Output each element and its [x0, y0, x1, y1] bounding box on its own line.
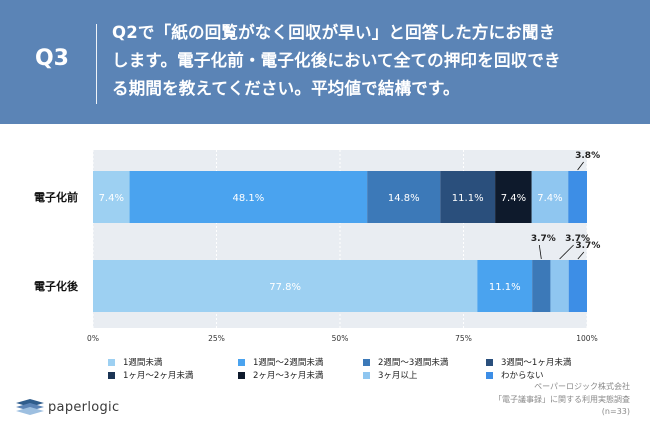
data-label: 48.1%	[232, 193, 264, 204]
legend-item: 3ヶ月以上	[363, 369, 417, 381]
question-line: します。電子化前・電子化後において全ての押印を回収でき	[112, 51, 561, 70]
data-label: 14.8%	[388, 193, 420, 204]
legend-item: 2ヶ月〜3ヶ月未満	[238, 369, 323, 381]
legend-label: 2週間〜3週間未満	[378, 358, 449, 368]
bar-segment	[367, 171, 441, 223]
legend-swatch	[238, 359, 245, 366]
legend-item: 2週間〜3週間未満	[363, 356, 448, 368]
source-note: ペーパーロジック株式会社 「電子議事録」に関する利用実態調査 (n=33)	[494, 381, 630, 419]
source-line: 「電子議事録」に関する利用実態調査	[494, 394, 630, 404]
callout-line	[559, 244, 574, 260]
bar-segment	[550, 260, 569, 312]
data-label: 77.8%	[269, 282, 301, 293]
x-tick-label: 25%	[208, 334, 225, 343]
callout-line	[577, 251, 585, 260]
data-label: 3.7%	[575, 241, 600, 251]
bar-segment	[129, 171, 368, 223]
legend-label: 3ヶ月以上	[378, 371, 418, 381]
source-line: (n=33)	[601, 407, 630, 416]
legend-label: 1週間未満	[123, 358, 163, 368]
legend-label: 1ヶ月〜2ヶ月未満	[123, 371, 194, 381]
legend-swatch	[363, 372, 370, 379]
legend-item: 3週間〜1ヶ月未満	[486, 356, 571, 368]
header-divider	[96, 24, 97, 104]
bar-segment	[440, 171, 496, 223]
question-text: Q2で「紙の回覧がなく回収が早い」と回答した方にお聞き します。電子化前・電子化…	[112, 19, 632, 103]
data-label: 3.8%	[575, 151, 600, 161]
data-label: 7.4%	[501, 193, 526, 204]
data-label: 7.4%	[99, 193, 124, 204]
question-line: る期間を教えてください。平均値で結構です。	[112, 79, 460, 98]
legend-label: わからない	[501, 371, 544, 381]
legend-item: 1週間未満	[108, 356, 162, 368]
data-label: 7.4%	[537, 193, 562, 204]
legend-label: 1週間〜2週間未満	[253, 358, 324, 368]
bar-segment	[477, 260, 533, 312]
legend-item: わからない	[486, 369, 544, 381]
category-label: 電子化前	[34, 190, 78, 204]
legend-swatch	[108, 372, 115, 379]
legend-item: 1週間〜2週間未満	[238, 356, 323, 368]
data-label: 3.7%	[565, 234, 590, 244]
bar-segment	[495, 171, 532, 223]
legend-swatch	[363, 359, 370, 366]
legend-label: 3週間〜1ヶ月未満	[501, 358, 572, 368]
question-header: Q3 Q2で「紙の回覧がなく回収が早い」と回答した方にお聞き します。電子化前・…	[0, 0, 650, 124]
bar-segment	[93, 260, 478, 312]
bar-segment	[568, 171, 587, 223]
x-tick-label: 100%	[576, 334, 597, 343]
legend-label: 2ヶ月〜3ヶ月未満	[253, 371, 324, 381]
legend-item: 1ヶ月〜2ヶ月未満	[108, 369, 193, 381]
question-line: Q2で「紙の回覧がなく回収が早い」と回答した方にお聞き	[112, 23, 556, 42]
data-label: 3.7%	[531, 234, 556, 244]
callout-line	[538, 244, 542, 260]
bar-segment	[532, 260, 551, 312]
x-tick-label: 75%	[455, 334, 472, 343]
bar-segment	[93, 171, 130, 223]
x-tick-label: 0%	[87, 334, 99, 343]
bar-segment	[568, 260, 587, 312]
legend-swatch	[108, 359, 115, 366]
data-label: 11.1%	[452, 193, 484, 204]
legend-swatch	[486, 372, 493, 379]
x-tick-label: 50%	[332, 334, 349, 343]
legend-swatch	[486, 359, 493, 366]
bar-segment	[531, 171, 569, 223]
category-label: 電子化後	[34, 279, 79, 293]
logo-text: paperlogic	[48, 400, 120, 415]
callout-line	[577, 161, 584, 171]
paperlogic-logo-icon	[16, 399, 44, 415]
question-number: Q3	[34, 46, 69, 71]
data-label: 11.1%	[489, 282, 521, 293]
source-line: ペーパーロジック株式会社	[534, 382, 630, 391]
legend-swatch	[238, 372, 245, 379]
